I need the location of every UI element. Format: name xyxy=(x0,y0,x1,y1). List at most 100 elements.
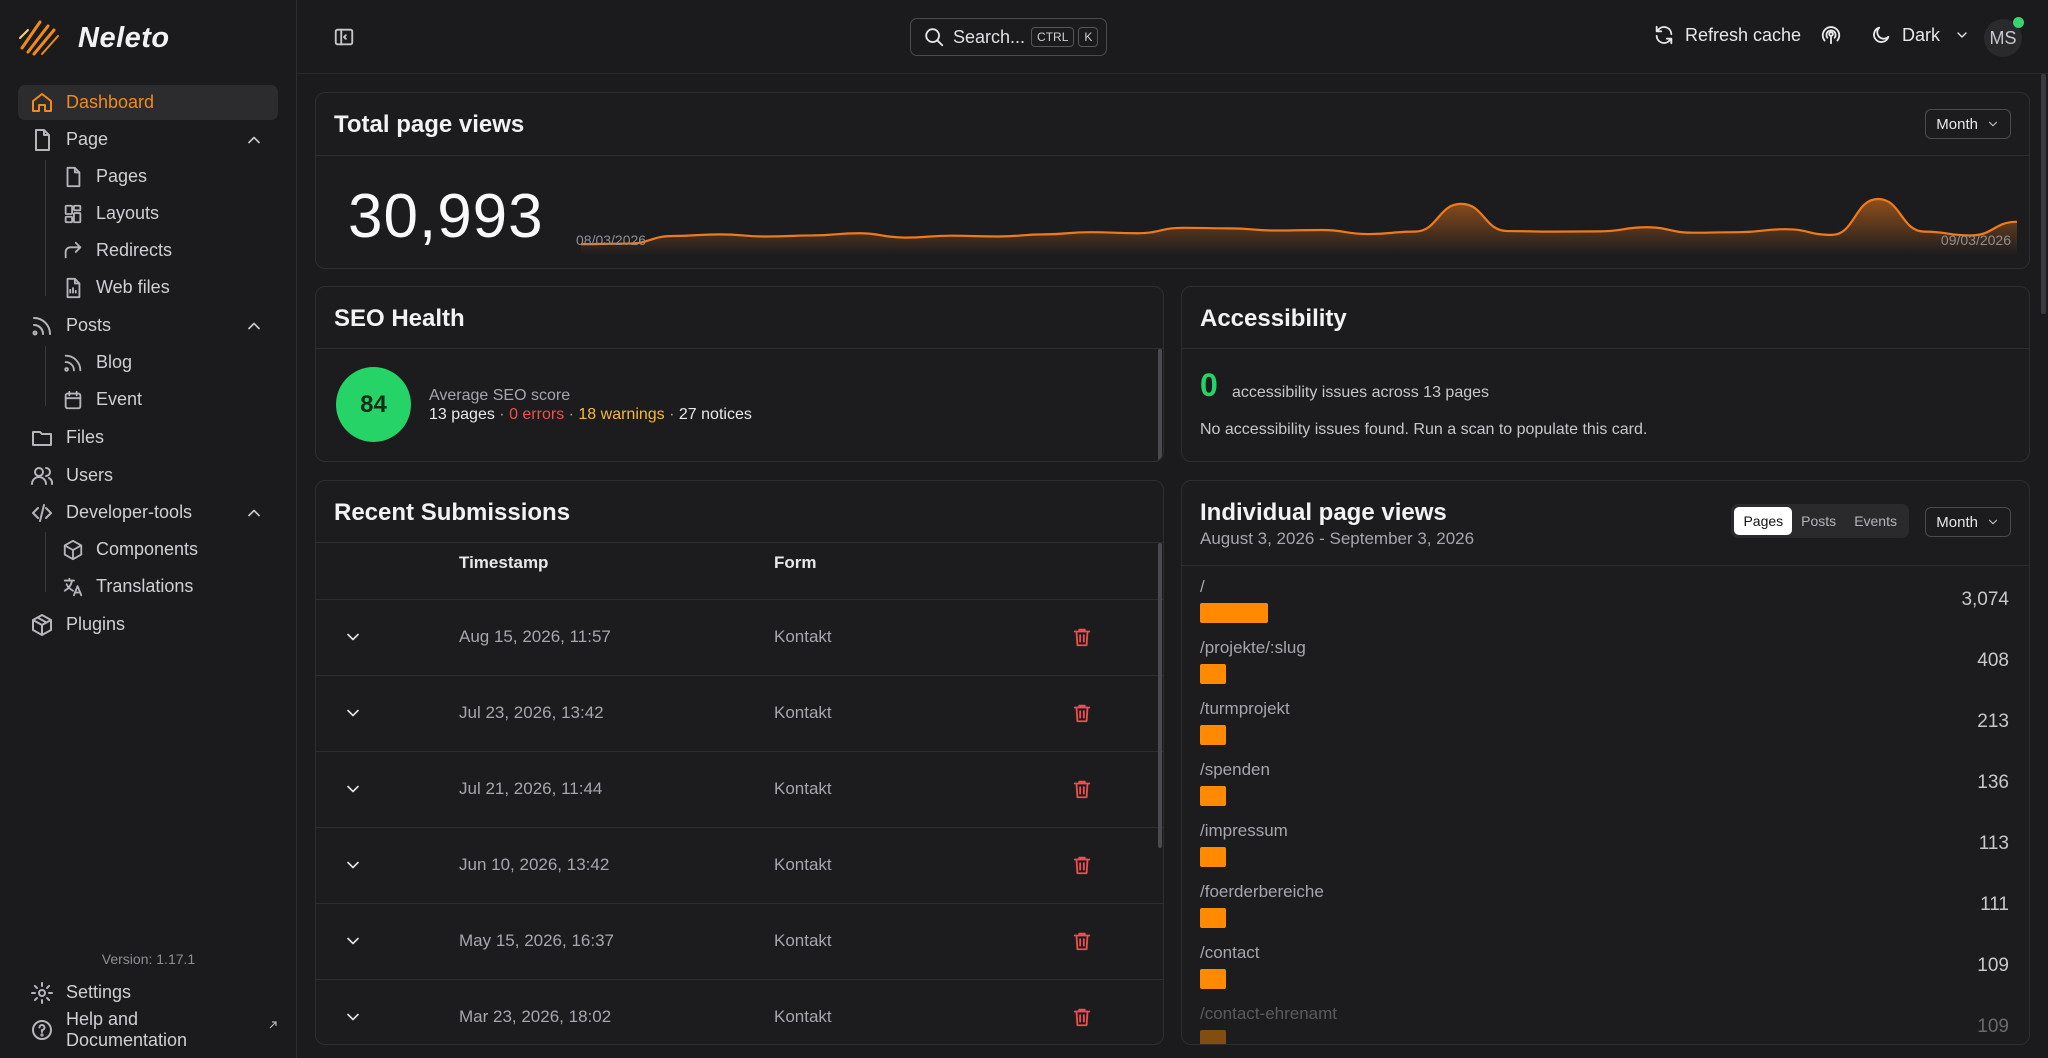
sidebar-item-help[interactable]: Help and Documentation xyxy=(18,1009,278,1050)
chevron-up-icon[interactable] xyxy=(244,316,264,336)
chevron-down-icon[interactable] xyxy=(343,627,363,647)
column-header-form[interactable]: Form xyxy=(774,553,817,572)
sidebar-item-blog[interactable]: Blog xyxy=(48,345,278,380)
search-button[interactable]: Search... CTRL K xyxy=(910,18,1107,56)
total-page-views-card: Total page views Month 30,993 08/03/2026… xyxy=(315,92,2030,269)
period-select[interactable]: Month xyxy=(1925,109,2011,139)
accessibility-summary: accessibility issues across 13 pages xyxy=(1232,384,1490,401)
sidebar-item-posts[interactable]: Posts xyxy=(18,308,278,343)
trash-icon[interactable] xyxy=(1071,702,1093,724)
sidebar-item-settings[interactable]: Settings xyxy=(18,975,278,1010)
list-item[interactable]: /turmprojekt 213 xyxy=(1182,699,2029,760)
list-item[interactable]: /contact 109 xyxy=(1182,943,2029,1004)
table-row[interactable]: Jul 21, 2026, 11:44 Kontakt xyxy=(316,751,1163,827)
trash-icon[interactable] xyxy=(1071,1006,1093,1028)
chevron-down-icon[interactable] xyxy=(343,931,363,951)
views-bar xyxy=(1200,969,1226,989)
row-timestamp: Aug 15, 2026, 11:57 xyxy=(459,627,611,646)
file-icon xyxy=(66,166,81,187)
chevron-up-icon[interactable] xyxy=(244,503,264,523)
tab-events[interactable]: Events xyxy=(1854,513,1897,529)
seo-pages: 13 pages xyxy=(429,406,495,423)
list-item[interactable]: /contact-ehrenamt 109 xyxy=(1182,1004,2029,1044)
sidebar-item-dashboard[interactable]: Dashboard xyxy=(18,85,278,120)
theme-toggle[interactable]: Dark xyxy=(1870,24,1970,46)
broadcast-button[interactable] xyxy=(1820,24,1842,46)
sidebar-item-layouts[interactable]: Layouts xyxy=(48,196,278,231)
avatar[interactable]: MS xyxy=(1984,19,2022,57)
chart-area xyxy=(581,199,2017,255)
tab-posts[interactable]: Posts xyxy=(1801,513,1837,529)
page-path: /turmprojekt xyxy=(1200,699,1290,718)
scrollbar[interactable] xyxy=(1158,543,1162,848)
views-count: 109 xyxy=(1977,1016,2009,1037)
trash-icon[interactable] xyxy=(1071,930,1093,952)
refresh-cache-label: Refresh cache xyxy=(1685,24,1802,45)
brand[interactable]: Neleto xyxy=(18,18,170,58)
chevron-down-icon[interactable] xyxy=(343,703,363,723)
sidebar-item-users[interactable]: Users xyxy=(18,458,278,493)
tree-line xyxy=(45,160,46,296)
sidebar-item-components[interactable]: Components xyxy=(48,532,278,567)
page-path: /foerderbereiche xyxy=(1200,882,1324,901)
chevron-down-icon[interactable] xyxy=(343,1007,363,1027)
list-item[interactable]: /impressum 113 xyxy=(1182,821,2029,882)
chevron-down-icon[interactable] xyxy=(343,855,363,875)
table-row[interactable]: Jun 10, 2026, 13:42 Kontakt xyxy=(316,827,1163,903)
page-scrollbar[interactable] xyxy=(2041,74,2046,314)
table-row[interactable]: Jul 23, 2026, 13:42 Kontakt xyxy=(316,675,1163,751)
seo-health-card: SEO Health 84 Average SEO score 13 pages… xyxy=(315,286,1164,462)
sidebar-item-label: Web files xyxy=(96,277,170,297)
list-item[interactable]: /spenden 136 xyxy=(1182,760,2029,821)
list-item[interactable]: / 3,074 xyxy=(1182,577,2029,638)
sidebar-item-label: Blog xyxy=(96,352,133,372)
table-row[interactable]: Aug 15, 2026, 11:57 Kontakt xyxy=(316,599,1163,675)
external-link-icon xyxy=(269,1020,277,1028)
refresh-cache-button[interactable]: Refresh cache xyxy=(1653,24,1801,46)
page-path: /impressum xyxy=(1200,821,1288,840)
sidebar-item-label: Files xyxy=(66,427,105,447)
gear-icon xyxy=(31,981,53,1004)
list-item[interactable]: /foerderbereiche 111 xyxy=(1182,882,2029,943)
sidebar-item-translations[interactable]: Translations xyxy=(48,569,278,604)
page-views-chart xyxy=(581,197,2017,255)
individual-page-views-card: Individual page views August 3, 2026 - S… xyxy=(1181,480,2030,1045)
tab-pages[interactable]: Pages xyxy=(1734,507,1793,535)
sidebar-item-page[interactable]: Page xyxy=(18,122,278,157)
scrollbar[interactable] xyxy=(1158,349,1162,461)
list-item[interactable]: /projekte/:slug 408 xyxy=(1182,638,2029,699)
redirect-icon xyxy=(64,241,82,258)
users-icon xyxy=(31,466,54,485)
sidebar-item-label: Pages xyxy=(96,166,148,186)
sidebar-item-developer-tools[interactable]: Developer-tools xyxy=(18,495,278,530)
trash-icon[interactable] xyxy=(1071,626,1093,648)
column-header-timestamp[interactable]: Timestamp xyxy=(459,553,549,572)
layout-icon xyxy=(64,204,82,223)
accessibility-message: No accessibility issues found. Run a sca… xyxy=(1200,421,1648,438)
views-bar xyxy=(1200,786,1226,806)
views-bar xyxy=(1200,603,1268,623)
chevron-up-icon[interactable] xyxy=(244,130,264,150)
trash-icon[interactable] xyxy=(1071,854,1093,876)
sidebar-item-web-files[interactable]: Web files xyxy=(48,270,278,305)
period-select[interactable]: Month xyxy=(1925,507,2011,537)
sidebar-item-plugins[interactable]: Plugins xyxy=(18,607,278,642)
card-title: Recent Submissions xyxy=(334,499,571,526)
sidebar-item-redirects[interactable]: Redirects xyxy=(48,233,278,268)
search-placeholder: Search... xyxy=(953,26,1026,47)
views-count: 136 xyxy=(1977,772,2009,793)
sidebar-item-files[interactable]: Files xyxy=(18,420,278,455)
table-row[interactable]: May 15, 2026, 16:37 Kontakt xyxy=(316,903,1163,979)
views-count: 408 xyxy=(1977,650,2009,671)
row-timestamp: Jul 23, 2026, 13:42 xyxy=(459,703,604,722)
chevron-down-icon[interactable] xyxy=(343,779,363,799)
web-file-icon xyxy=(66,277,81,298)
seo-score-label: Average SEO score xyxy=(429,387,571,404)
trash-icon[interactable] xyxy=(1071,778,1093,800)
sidebar-item-event[interactable]: Event xyxy=(48,382,278,417)
divider xyxy=(316,155,2029,156)
table-row[interactable]: Mar 23, 2026, 18:02 Kontakt xyxy=(316,979,1163,1044)
package-icon xyxy=(32,613,52,636)
sidebar-toggle-icon[interactable] xyxy=(333,26,355,48)
sidebar-item-pages[interactable]: Pages xyxy=(48,159,278,194)
